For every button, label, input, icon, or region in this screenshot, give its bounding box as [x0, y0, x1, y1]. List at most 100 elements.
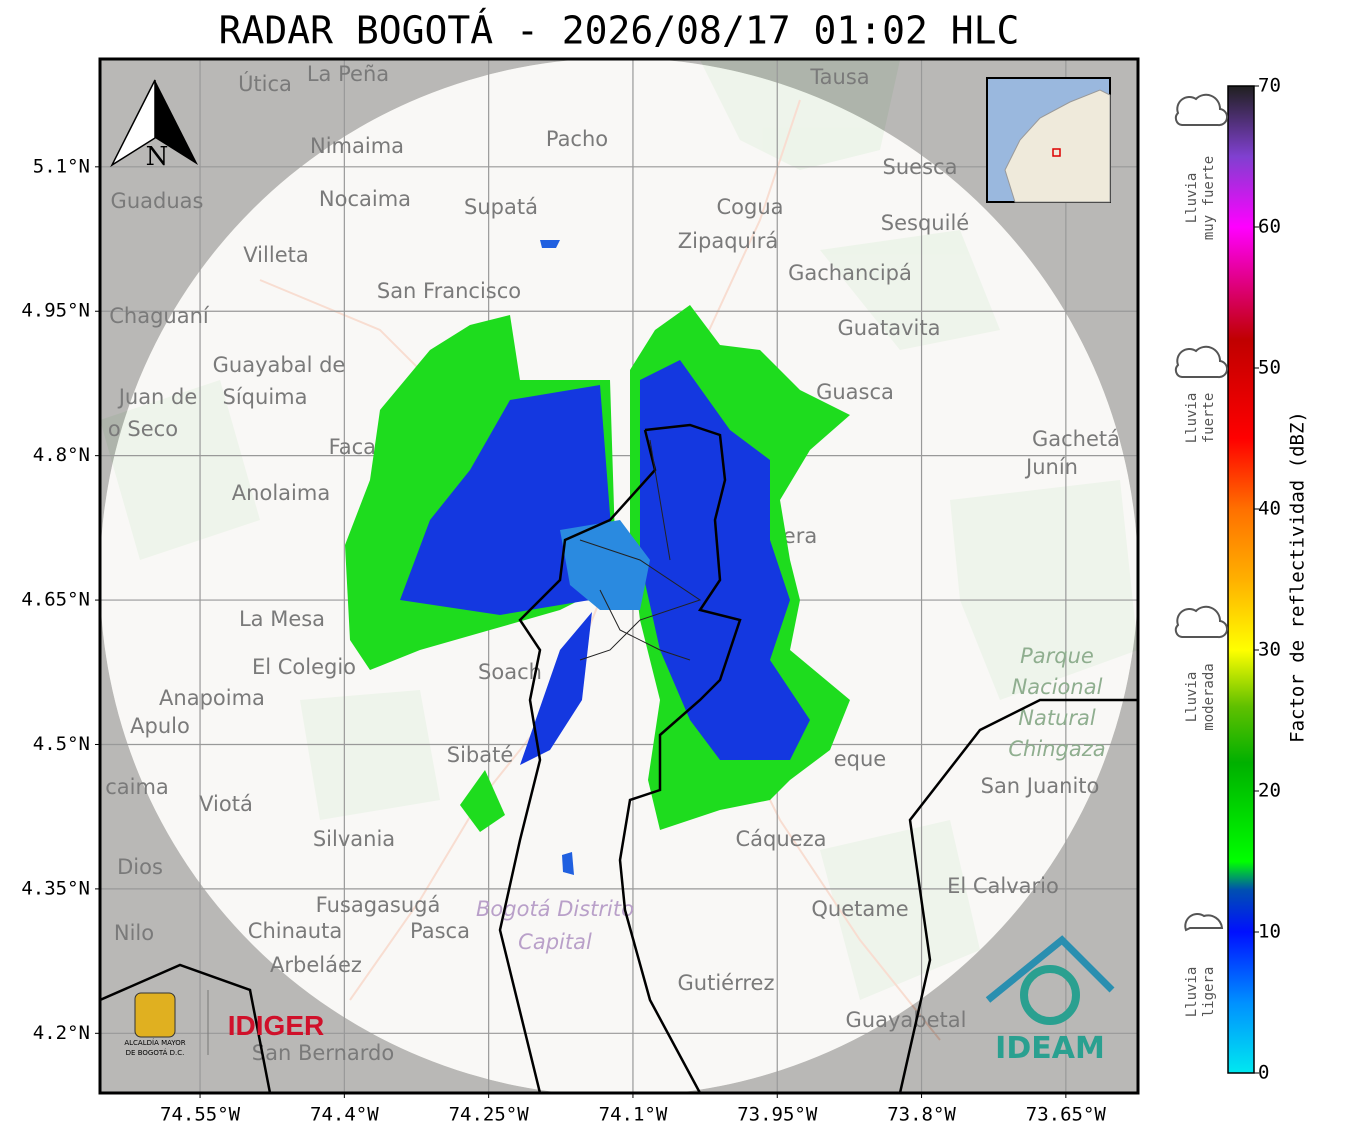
place-label: Zipaquirá	[678, 229, 778, 253]
x-tick-label: 74.1°W	[599, 1104, 668, 1126]
place-label: eque	[834, 747, 886, 771]
place-label: Gachancipá	[788, 261, 912, 285]
colorbar-tick-label: 10	[1258, 921, 1281, 943]
colorbar-label: Factor de reflectividad (dBZ)	[1287, 411, 1309, 743]
place-label: Supatá	[464, 195, 538, 219]
colorbar-tick-label: 20	[1258, 780, 1281, 802]
place-label: Guayabal de	[213, 353, 346, 377]
x-tick-label: 74.4°W	[310, 1104, 379, 1126]
park-label: Nacional	[1012, 675, 1103, 699]
colorbar-tick-label: 40	[1258, 498, 1281, 520]
place-label: Nimaima	[310, 134, 404, 158]
x-tick-label: 74.25°W	[449, 1104, 530, 1126]
place-label: Viotá	[199, 792, 253, 816]
place-label: Guasca	[816, 380, 894, 404]
place-label: Junín	[1024, 455, 1078, 479]
place-label: Arbeláez	[270, 953, 362, 977]
rain-label: muy fuerte	[1201, 156, 1217, 240]
colorbar-tick-label: 30	[1258, 639, 1281, 661]
place-label: La Mesa	[239, 607, 325, 631]
park-label: Parque	[1020, 644, 1094, 668]
place-label: San Francisco	[377, 279, 521, 303]
x-tick-label: 73.95°W	[737, 1104, 818, 1126]
place-label: o Seco	[108, 417, 178, 441]
place-label: Anapoima	[159, 686, 265, 710]
place-label: Fusagasugá	[316, 893, 441, 917]
place-label: era	[783, 524, 817, 548]
place-label: Guayabetal	[846, 1008, 967, 1032]
map-frame	[98, 57, 1140, 1095]
colorbar-tick-label: 70	[1258, 75, 1281, 97]
place-label: Anolaima	[232, 481, 330, 505]
north-arrow: N	[110, 79, 198, 172]
park-label: Natural	[1018, 706, 1096, 730]
radar-echo	[345, 240, 850, 875]
colorbar	[1227, 85, 1255, 1074]
place-label: Guaduas	[111, 189, 204, 213]
y-tick-label: 5.1°N	[33, 155, 90, 177]
boundaries	[100, 423, 1138, 1093]
y-tick-label: 4.65°N	[21, 589, 90, 611]
title: RADAR BOGOTÁ - 2026/08/17 01:02 HLC	[219, 9, 1020, 53]
place-label: La Peña	[307, 62, 389, 86]
district-label: Capital	[518, 930, 592, 954]
park-label: Chingaza	[1008, 737, 1105, 761]
place-label: Pasca	[410, 919, 470, 943]
rain-label: Lluvia	[1184, 393, 1200, 444]
place-label: El Calvario	[947, 874, 1059, 898]
map: Útica La Peña Tausa Pacho Nimaima Guaduas Noca…	[100, 59, 1138, 1093]
inset-map	[986, 77, 1111, 203]
rain-label: Lluvia	[1184, 173, 1200, 224]
place-label: Juan de	[117, 385, 198, 409]
logo-text: IDEAM	[995, 1031, 1105, 1066]
y-tick-label: 4.2°N	[33, 1022, 90, 1044]
rain-label: moderada	[1201, 663, 1217, 730]
place-label: El Colegio	[252, 655, 356, 679]
place-label: Útica	[238, 71, 292, 96]
place-label: Nilo	[114, 921, 154, 945]
logo-text: IDIGER	[228, 1010, 324, 1041]
place-label: Cáqueza	[736, 827, 827, 851]
localities	[579, 439, 702, 661]
place-label: Soach	[478, 660, 542, 684]
place-label: Chaguaní	[109, 304, 210, 328]
place-label: Nocaima	[319, 187, 411, 211]
x-tick-label: 74.55°W	[160, 1104, 241, 1126]
y-tick-label: 4.35°N	[21, 877, 90, 899]
colorbar-tick-label: 50	[1258, 357, 1281, 379]
x-tick-label: 73.8°W	[887, 1104, 956, 1126]
rain-label: Lluvia	[1184, 967, 1200, 1018]
place-label: Cogua	[716, 195, 783, 219]
place-label: Silvania	[313, 827, 395, 851]
logo-text: ALCALDÍA MAYOR	[124, 1038, 185, 1047]
place-label: Apulo	[130, 714, 190, 738]
place-label: Gutiérrez	[678, 971, 775, 995]
place-label: Sibaté	[447, 743, 514, 767]
place-label: caima	[105, 775, 169, 799]
place-label: Guatavita	[838, 316, 941, 340]
x-tick-label: 73.65°W	[1026, 1104, 1107, 1126]
north-label: N	[146, 142, 169, 172]
place-label: Tausa	[809, 65, 869, 89]
place-label: San Juanito	[981, 774, 1100, 798]
place-label: Villeta	[243, 243, 308, 267]
y-tick-label: 4.95°N	[21, 300, 90, 322]
colorbar-tick-label: 60	[1258, 216, 1281, 238]
place-label: Sesquilé	[881, 211, 969, 235]
place-label: San Bernardo	[252, 1041, 394, 1065]
logo-text: DE BOGOTÁ D.C.	[126, 1048, 185, 1057]
y-tick-label: 4.5°N	[33, 733, 90, 755]
place-label: Pacho	[546, 127, 608, 151]
place-label: Dios	[117, 855, 163, 879]
rain-label: fuerte	[1201, 393, 1217, 444]
place-label: Chinauta	[248, 919, 342, 943]
place-label: Gachetá	[1032, 427, 1120, 451]
district-label: Bogotá Distrito	[476, 897, 634, 921]
place-label: Síquima	[223, 385, 308, 409]
place-label: Quetame	[811, 897, 908, 921]
rain-label: Lluvia	[1184, 672, 1200, 723]
logos: ALCALDÍA MAYOR DE BOGOTÁ D.C. IDIGER IDE…	[124, 935, 1115, 1066]
y-tick-label: 4.8°N	[33, 444, 90, 466]
